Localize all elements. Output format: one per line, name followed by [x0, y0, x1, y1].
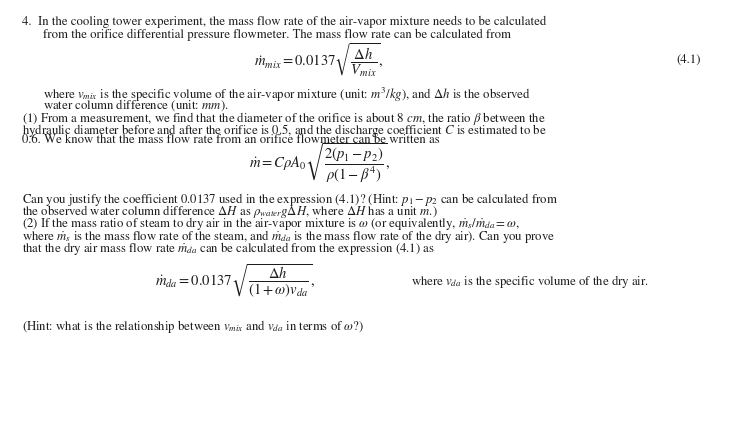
Text: where $v_{da}$ is the specific volume of the dry air.: where $v_{da}$ is the specific volume of… [411, 273, 649, 290]
Text: where $\dot{m}_s$ is the mass flow rate of the steam, and $\dot{m}_{da}$ is the : where $\dot{m}_s$ is the mass flow rate … [22, 228, 555, 245]
Text: $\dot{m}_{da} = 0.0137\sqrt{\dfrac{\Delta h}{(1+\omega)v_{da}}},$: $\dot{m}_{da} = 0.0137\sqrt{\dfrac{\Delt… [155, 263, 315, 300]
Text: where $v_{mix}$ is the specific volume of the air-vapor mixture (unit: $m^3/kg$): where $v_{mix}$ is the specific volume o… [43, 85, 530, 104]
Text: (1) From a measurement, we find that the diameter of the orifice is about 8 $cm$: (1) From a measurement, we find that the… [22, 110, 546, 127]
Text: Can you justify the coefficient 0.0137 used in the expression (4.1)? (Hint: $p_1: Can you justify the coefficient 0.0137 u… [22, 191, 558, 208]
Text: $\dot{m}_{mix} = 0.0137\sqrt{\dfrac{\Delta h}{V_{mix}}},$: $\dot{m}_{mix} = 0.0137\sqrt{\dfrac{\Del… [255, 41, 384, 79]
Text: the observed water column difference $\Delta H$ as $\rho_{water}g\Delta H$, wher: the observed water column difference $\D… [22, 203, 437, 220]
Text: (Hint: what is the relationship between $v_{mix}$ and $v_{da}$ in terms of $\ome: (Hint: what is the relationship between … [22, 318, 364, 335]
Text: (4.1): (4.1) [677, 54, 701, 66]
Text: hydraulic diameter before and after the orifice is 0.5, and the discharge coeffi: hydraulic diameter before and after the … [22, 122, 547, 139]
Text: water column difference (unit: $mm$).: water column difference (unit: $mm$). [43, 98, 228, 113]
Text: $\dot{m} = C\rho A_0\sqrt{\dfrac{2(p_1 - p_2)}{\rho(1 - \beta^4)}},$: $\dot{m} = C\rho A_0\sqrt{\dfrac{2(p_1 -… [249, 142, 390, 185]
Text: 4.  In the cooling tower experiment, the mass flow rate of the air-vapor mixture: 4. In the cooling tower experiment, the … [22, 16, 546, 28]
Text: that the dry air mass flow rate $\dot{m}_{da}$ can be calculated from the expres: that the dry air mass flow rate $\dot{m}… [22, 240, 435, 257]
Text: 0.6. We know that the mass flow rate from an orifice flowmeter can be written as: 0.6. We know that the mass flow rate fro… [22, 134, 440, 146]
Text: (2) If the mass ratio of steam to dry air in the air-vapor mixture is $\omega$ (: (2) If the mass ratio of steam to dry ai… [22, 215, 520, 232]
Text: from the orifice differential pressure flowmeter. The mass flow rate can be calc: from the orifice differential pressure f… [43, 28, 511, 41]
